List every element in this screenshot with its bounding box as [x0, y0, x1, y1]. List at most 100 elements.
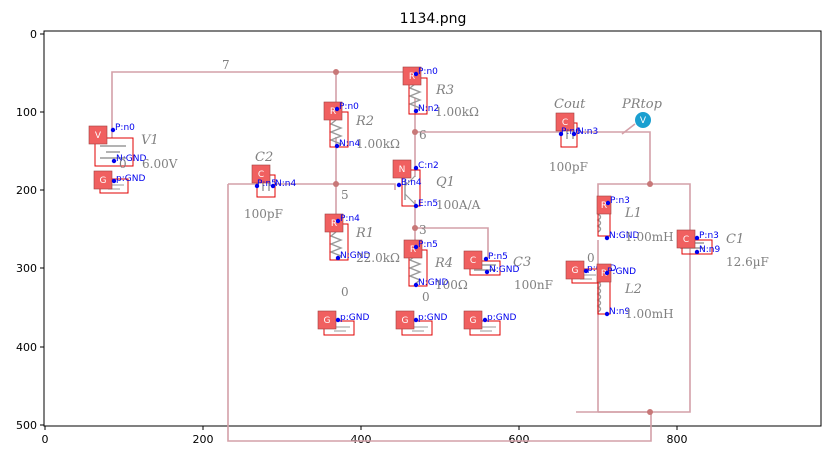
pin-label: p:GND	[487, 313, 516, 323]
component-name: Cout	[554, 97, 586, 112]
pin-label: P:GND	[607, 267, 636, 277]
ground-badge: G	[470, 316, 477, 326]
pin-label: N:n4	[275, 179, 296, 189]
pin-label: N:GND	[116, 154, 146, 164]
junction-dot	[412, 225, 418, 231]
wires	[111, 71, 691, 442]
pin-label: p:GND	[418, 313, 447, 323]
component-value: 22.0kΩ	[356, 251, 400, 265]
component-name: R4	[434, 256, 453, 271]
component-v1[interactable]: V P:n0 N:GND V1 0 6.00V	[88, 123, 178, 171]
component-cout[interactable]: C P:n6 N:n3 Cout 100pF	[549, 97, 598, 174]
pin-label: C:n2	[418, 161, 439, 171]
node-label: 0	[341, 285, 349, 299]
component-name: V1	[141, 133, 159, 148]
component-c2[interactable]: C P:n5 N:n4 C2 100pF	[244, 150, 296, 221]
component-name: C1	[726, 232, 744, 247]
x-tick-label: 0	[42, 433, 49, 446]
ground-1: G p:GND	[93, 170, 145, 194]
component-value: 6.00V	[142, 157, 178, 171]
y-tick-label: 500	[16, 419, 37, 432]
component-r2[interactable]: R P:n0 N:n4 R2 1.00kΩ	[323, 101, 400, 151]
node-label: 5	[341, 188, 349, 202]
ground-badge: G	[402, 316, 409, 326]
pin-label: N:n2	[418, 104, 439, 114]
component-value: 12.6µF	[726, 255, 769, 269]
component-name: R2	[355, 114, 374, 129]
component-badge: R	[601, 201, 607, 211]
junction-dot	[333, 69, 339, 75]
pin-label: P:n6	[561, 127, 581, 137]
pin-label: P:n4	[340, 214, 360, 224]
component-prtop[interactable]: V PRtop	[621, 97, 663, 128]
probe-badge: V	[640, 116, 647, 126]
y-tick-label: 0	[30, 28, 37, 41]
component-name: C3	[513, 255, 531, 270]
pin-label: N:n9	[609, 307, 630, 317]
pin-label: N:GND	[340, 251, 370, 261]
component-badge: C	[683, 235, 689, 245]
component-value: 100Ω	[435, 278, 468, 292]
pin-label: P:n5	[488, 252, 508, 262]
y-tick-label: 200	[16, 184, 37, 197]
component-badge: C	[470, 256, 476, 266]
component-value: 1.00mH	[625, 307, 674, 321]
component-badge: R	[601, 269, 607, 279]
component-r3[interactable]: R P:n0 N:n2 R3 1.00kΩ	[402, 66, 479, 119]
ground-4: G p:GND	[395, 310, 447, 336]
ground-3: G p:GND	[317, 310, 369, 336]
junctions	[333, 69, 653, 415]
y-tick-label: 100	[16, 106, 37, 119]
junction-dot	[412, 129, 418, 135]
pin-label: N:n4	[339, 139, 360, 149]
component-c3[interactable]: C P:n5 N:GND C3 100nF	[463, 250, 553, 292]
component-badge: C	[562, 118, 568, 128]
component-c1[interactable]: C P:n3 N:n9 C1 12.6µF	[676, 229, 769, 269]
pin-label: N:n9	[699, 245, 720, 255]
component-name: Q1	[436, 175, 455, 190]
component-value: 1.00kΩ	[356, 137, 400, 151]
pin-label: p:GND	[340, 313, 369, 323]
pin-label: P:n0	[418, 67, 438, 77]
x-tick-label: 200	[193, 433, 214, 446]
component-q1[interactable]: N C:n2 B:n4 E:n5 Q1 100A/A	[392, 159, 481, 212]
component-value: 1.00mH	[625, 230, 674, 244]
pin-label: P:n3	[699, 231, 719, 241]
y-axis: 0 100 200 300 400 500	[16, 28, 44, 432]
component-name: C2	[255, 150, 273, 165]
component-name: R3	[435, 83, 454, 98]
pin-label: N:GND	[418, 278, 448, 288]
pin-label: N:GND	[609, 231, 639, 241]
component-name: PRtop	[621, 97, 663, 112]
component-value: 1.00kΩ	[435, 105, 479, 119]
component-l1[interactable]: R P:n3 N:GND L1 1.00mH	[596, 195, 674, 244]
junction-dot	[647, 409, 653, 415]
component-l2[interactable]: R P:GND N:n9 L2 1.00mH	[596, 263, 674, 321]
node-label: 0	[422, 290, 430, 304]
component-value: 100A/A	[436, 198, 481, 212]
component-r1[interactable]: R P:n4 N:GND R1 22.0kΩ	[324, 213, 400, 265]
component-badge: V	[95, 131, 102, 141]
pin-label: P:n0	[115, 123, 135, 133]
node-label: 7	[222, 58, 230, 72]
y-tick-label: 400	[16, 341, 37, 354]
component-name: L1	[624, 206, 642, 221]
pin-label: N:GND	[489, 265, 519, 275]
pin-label: P:n3	[610, 196, 630, 206]
node-labels: 7 6 5 3 0 0	[222, 58, 595, 299]
x-tick-label: 800	[667, 433, 688, 446]
ground-5: G p:GND	[463, 310, 516, 336]
component-r4[interactable]: R P:n5 N:GND R4 100Ω 0	[403, 239, 468, 304]
component-badge: R	[331, 219, 337, 229]
x-tick-label: 400	[351, 433, 372, 446]
component-badge: N	[399, 165, 406, 175]
node-label: 3	[419, 223, 427, 237]
junction-dot	[333, 181, 339, 187]
component-name: L2	[624, 282, 642, 297]
ground-badge: G	[100, 176, 107, 186]
component-value: 100pF	[549, 160, 588, 174]
pin-label: P:n5	[257, 179, 277, 189]
node-label: 6	[419, 128, 427, 142]
component-badge: R	[330, 107, 336, 117]
